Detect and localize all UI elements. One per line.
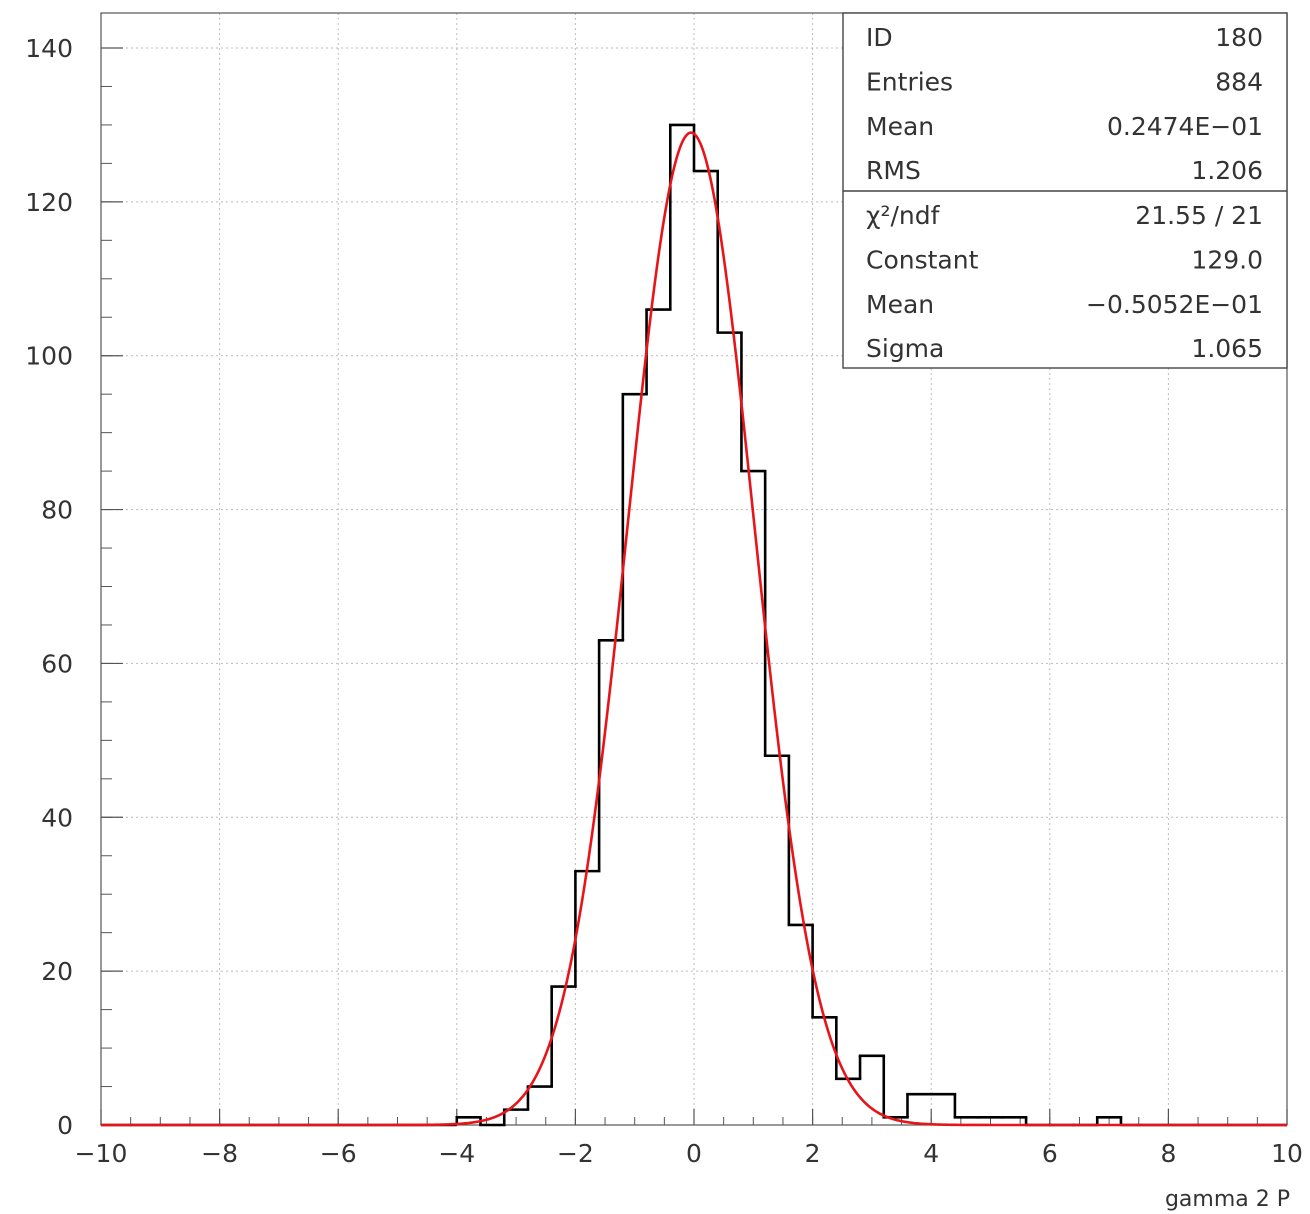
fit-stats-value: −0.5052E−01: [1086, 290, 1263, 319]
stats-value: 884: [1215, 67, 1263, 96]
stats-value: 0.2474E−01: [1107, 112, 1263, 141]
y-tick-label: 80: [41, 496, 73, 525]
y-tick-label: 140: [25, 34, 73, 63]
y-tick-label: 100: [25, 342, 73, 371]
x-tick-label: −8: [201, 1139, 238, 1168]
fit-stats-value: 1.065: [1191, 334, 1263, 363]
y-tick-label: 20: [41, 957, 73, 986]
x-tick-label: −2: [557, 1139, 594, 1168]
x-tick-label: 10: [1271, 1139, 1303, 1168]
x-tick-label: −4: [438, 1139, 475, 1168]
y-axis-ticks: 0 20 40 60 80 100 120 140: [25, 34, 123, 1140]
y-tick-label: 120: [25, 188, 73, 217]
x-axis-ticks: −10 −8 −6 −4 −2 0 2 4 6 8 10: [75, 1109, 1303, 1168]
x-tick-label: −10: [75, 1139, 128, 1168]
x-tick-label: 4: [923, 1139, 939, 1168]
y-tick-label: 40: [41, 803, 73, 832]
stats-value: 1.206: [1191, 156, 1263, 185]
x-tick-label: 8: [1160, 1139, 1176, 1168]
fit-stats-label: Sigma: [866, 334, 944, 363]
y-tick-label: 0: [57, 1111, 73, 1140]
x-tick-label: 6: [1042, 1139, 1058, 1168]
stats-label: ID: [866, 23, 893, 52]
fit-stats-label: χ²/ndf: [866, 201, 941, 230]
x-axis-label: gamma 2 P: [1165, 1187, 1290, 1212]
stats-label: Mean: [866, 112, 934, 141]
x-tick-label: 2: [805, 1139, 821, 1168]
gaussian-fit-curve: [101, 131, 1287, 1127]
fit-stats-label: Mean: [866, 290, 934, 319]
stats-label: RMS: [866, 156, 921, 185]
x-tick-label: −6: [320, 1139, 357, 1168]
fit-stats-label: Constant: [866, 245, 979, 274]
stats-box: ID 180 Entries 884 Mean 0.2474E−01 RMS 1.206 χ²/…: [842, 12, 1288, 369]
y-tick-label: 60: [41, 649, 73, 678]
x-tick-label: 0: [686, 1139, 702, 1168]
fit-stats-value: 21.55 / 21: [1135, 201, 1263, 230]
fit-stats-value: 129.0: [1191, 245, 1263, 274]
stats-label: Entries: [866, 67, 953, 96]
stats-value: 180: [1215, 23, 1263, 52]
fit-layer: [101, 131, 1287, 1127]
